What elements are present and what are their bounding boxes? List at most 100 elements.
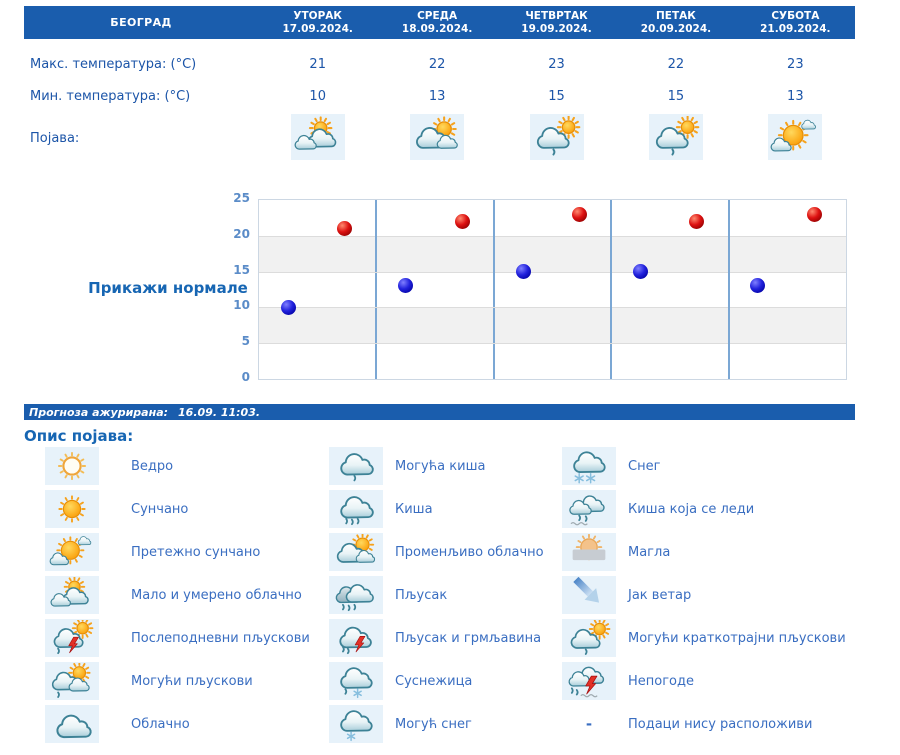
- sun-small-cloud-icon: [45, 533, 99, 571]
- sun-outline-icon: [45, 447, 99, 485]
- min-temp-value-1: 13: [428, 89, 446, 104]
- location-name: БЕОГРАД: [110, 16, 172, 29]
- min-temp-row: Мин. температура: (°C) 10 13 15 15 13: [24, 89, 855, 104]
- cloud-sun-drop-icon: [562, 619, 616, 657]
- day-separator: [492, 200, 495, 379]
- max-temp-value-4: 23: [787, 57, 804, 72]
- plot-band: [259, 343, 846, 379]
- min-temp-point-4: [750, 278, 766, 294]
- cloud-drop-icon: [329, 447, 383, 485]
- y-axis-tick: 15: [233, 262, 250, 277]
- y-axis-tick: 10: [233, 298, 250, 313]
- legend-label: Киша која се леди: [628, 501, 755, 517]
- legend-label: Киша: [395, 501, 433, 517]
- temperature-chart: Прикажи нормале 0 5 10 15 20 25: [24, 191, 855, 390]
- day-header-0: УТОРАК 17.09.2024.: [258, 9, 377, 36]
- min-temp-point-3: [633, 264, 649, 280]
- y-axis-tick: 20: [233, 226, 250, 241]
- day-name: СУБОТА: [771, 10, 820, 23]
- plot-band: [259, 307, 846, 344]
- forecast-updated-bar: Прогноза ажурирана: 16.09. 11:03.: [24, 404, 855, 420]
- clouds-sun-peek-icon: [410, 114, 465, 160]
- cloud-icon: [45, 705, 99, 743]
- cloud-rain-snowflake-icon: [329, 662, 383, 700]
- sun-icon: [45, 490, 99, 528]
- phenomenon-row: Појава:: [24, 112, 855, 164]
- legend-title: Опис појава:: [24, 427, 134, 445]
- min-temp-value-4: 13: [787, 89, 804, 104]
- legend-label: Ведро: [131, 458, 174, 474]
- cloud-sun-drop-icon: [529, 114, 584, 160]
- forecast-updated-time: 16.09. 11:03.: [178, 405, 261, 419]
- legend-label: Могући пљускови: [131, 673, 253, 689]
- legend-label: Мало и умерено облачно: [131, 587, 302, 603]
- phenomenon-label: Појава:: [30, 130, 80, 146]
- day-name: ПЕТАК: [656, 10, 696, 23]
- clouds-sun-icon: [290, 114, 345, 160]
- cloud-two-snowflakes-icon: [562, 447, 616, 485]
- day-separator: [727, 200, 730, 379]
- legend-label: Пљусак и грмљавина: [395, 630, 542, 646]
- max-temp-point-4: [806, 206, 822, 222]
- fog-icon: [562, 533, 616, 571]
- day-header-row: УТОРАК 17.09.2024. СРЕДА 18.09.2024. ЧЕТВРТА…: [258, 9, 855, 36]
- legend-label: Облачно: [131, 716, 190, 732]
- max-temp-label: Макс. температура: (°C): [30, 57, 197, 72]
- min-temp-value-3: 15: [667, 89, 685, 104]
- day-name: СРЕДА: [417, 10, 458, 23]
- max-temp-values: 21 22 23 22 23: [258, 57, 855, 72]
- min-temp-value-0: 10: [309, 89, 326, 104]
- legend-label: Могући краткотрајни пљускови: [628, 630, 846, 646]
- day-date: 18.09.2024.: [401, 23, 473, 36]
- plot-band: [259, 235, 846, 272]
- show-normals-button[interactable]: Прикажи нормале: [88, 279, 248, 297]
- clouds-sun-peek-icon: [329, 533, 383, 571]
- plot-gridline: [259, 235, 846, 237]
- max-temp-value-3: 22: [667, 57, 685, 72]
- max-temp-value-2: 23: [548, 57, 565, 72]
- min-temp-values: 10 13 15 15 13: [258, 89, 855, 104]
- phenomenon-cell-4: [736, 114, 855, 162]
- no-data-dash: -: [585, 715, 593, 733]
- dark-clouds-rain-icon: [329, 576, 383, 614]
- day-date: 19.09.2024.: [521, 23, 592, 36]
- day-separator: [375, 200, 378, 379]
- day-name: ЧЕТВРТАК: [525, 10, 588, 23]
- legend-label: Магла: [628, 544, 671, 560]
- plot-gridline: [259, 343, 846, 345]
- max-temp-point-3: [689, 213, 705, 229]
- plot-gridline: [259, 271, 846, 273]
- phenomenon-cell-1: [377, 114, 496, 162]
- plot-band: [259, 271, 846, 308]
- cloud-sun-drop-b-icon: [45, 662, 99, 700]
- min-temp-value-2: 15: [548, 89, 565, 104]
- max-temp-value-0: 21: [309, 57, 326, 72]
- storm-icon: [562, 662, 616, 700]
- legend-label: Претежно сунчано: [131, 544, 261, 560]
- day-header-3: ПЕТАК 20.09.2024.: [616, 9, 735, 36]
- legend-label: Суснежица: [395, 673, 473, 689]
- max-temp-point-0: [337, 221, 353, 237]
- legend-label: Снег: [628, 458, 661, 474]
- legend-label: Непогоде: [628, 673, 694, 689]
- day-date: 21.09.2024.: [760, 23, 831, 36]
- legend-label: Пљусак: [395, 587, 448, 603]
- cloud-sun-lightning-icon: [45, 619, 99, 657]
- min-temp-point-1: [398, 278, 414, 294]
- plot-gridline: [259, 307, 846, 309]
- wind-arrow-icon: [562, 576, 616, 614]
- y-axis-tick: 25: [233, 191, 250, 205]
- legend-label: Променљиво облачно: [395, 544, 544, 560]
- day-header-1: СРЕДА 18.09.2024.: [377, 9, 496, 36]
- forecast-table-header: БЕОГРАД УТОРАК 17.09.2024. СРЕДА 18.09.2024…: [24, 6, 855, 39]
- legend-label: Могућ снег: [395, 716, 472, 732]
- forecast-updated-label: Прогноза ажурирана:: [29, 405, 169, 419]
- min-temp-point-2: [515, 264, 531, 280]
- max-temp-point-1: [454, 213, 470, 229]
- cloud-snowflake-icon: [329, 705, 383, 743]
- legend-label: Подаци нису расположиви: [628, 716, 813, 732]
- phenomenon-cell-0: [258, 114, 377, 162]
- phenomenon-cell-3: [616, 114, 735, 162]
- y-axis-tick: 0: [241, 370, 250, 384]
